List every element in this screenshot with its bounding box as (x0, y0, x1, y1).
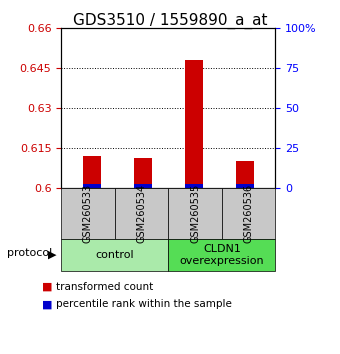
Bar (236, 184, 254, 188)
Text: GSM260533: GSM260533 (83, 184, 93, 243)
Text: ■: ■ (42, 282, 53, 292)
Text: GDS3510 / 1559890_a_at: GDS3510 / 1559890_a_at (73, 12, 267, 29)
Bar (134, 184, 152, 188)
Bar (134, 158, 152, 188)
Bar (185, 184, 203, 188)
Bar (236, 161, 254, 188)
Bar (185, 60, 203, 188)
Text: GSM260535: GSM260535 (190, 184, 200, 243)
Text: GSM260534: GSM260534 (137, 184, 147, 243)
Text: ▶: ▶ (49, 250, 57, 260)
Bar (83, 156, 101, 188)
Text: ■: ■ (42, 299, 53, 309)
Text: CLDN1
overexpression: CLDN1 overexpression (180, 244, 264, 266)
Text: protocol: protocol (7, 248, 52, 258)
Text: transformed count: transformed count (56, 282, 153, 292)
Bar (83, 184, 101, 188)
Text: control: control (96, 250, 134, 260)
Text: GSM260536: GSM260536 (244, 184, 254, 243)
Text: percentile rank within the sample: percentile rank within the sample (56, 299, 232, 309)
